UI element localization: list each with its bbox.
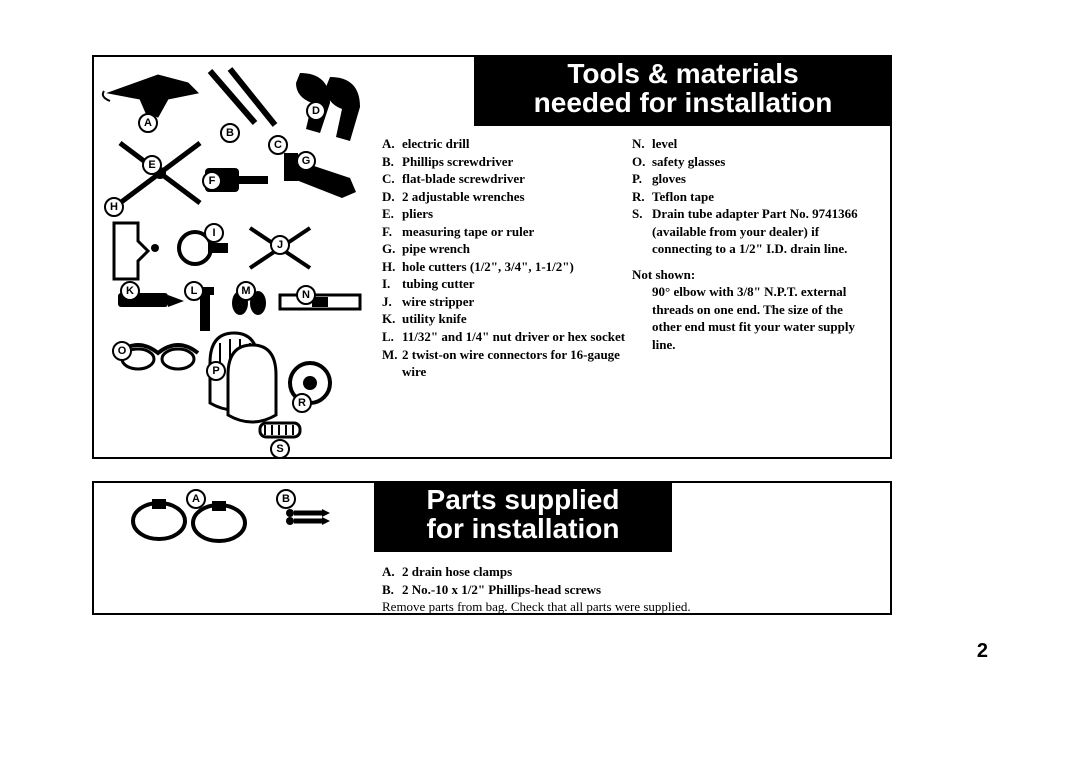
list-item-label: O. xyxy=(632,153,652,171)
list-item: K.utility knife xyxy=(382,310,632,328)
list-item: B.2 No.-10 x 1/2" Phillips-head screws xyxy=(382,581,862,599)
list-item-label: N. xyxy=(632,135,652,153)
tools-header-line1: Tools & materials xyxy=(567,58,798,89)
list-item: M.2 twist-on wire connectors for 16-gaug… xyxy=(382,346,632,381)
list-item: H.hole cutters (1/2", 3/4", 1-1/2") xyxy=(382,258,632,276)
label-P: P xyxy=(206,361,226,381)
list-item-label: I. xyxy=(382,275,402,293)
list-item-text: 2 drain hose clamps xyxy=(402,563,862,581)
list-item-label: A. xyxy=(382,135,402,153)
list-item-label: K. xyxy=(382,310,402,328)
list-item-text: Teflon tape xyxy=(652,188,872,206)
label-D: D xyxy=(306,101,326,121)
list-item-text: 11/32" and 1/4" nut driver or hex socket xyxy=(402,328,632,346)
page-content: Tools & materials needed for installatio… xyxy=(92,55,892,637)
list-item: D.2 adjustable wrenches xyxy=(382,188,632,206)
tools-list-col1: A.electric drillB.Phillips screwdriverC.… xyxy=(382,135,632,381)
tools-list-area: A.electric drillB.Phillips screwdriverC.… xyxy=(382,135,882,381)
list-item-label: D. xyxy=(382,188,402,206)
list-item-text: electric drill xyxy=(402,135,632,153)
list-item: C.flat-blade screwdriver xyxy=(382,170,632,188)
list-item-label: C. xyxy=(382,170,402,188)
list-item-text: utility knife xyxy=(402,310,632,328)
list-item-label: J. xyxy=(382,293,402,311)
label-B: B xyxy=(220,123,240,143)
list-item-text: 2 twist-on wire connectors for 16-gauge … xyxy=(402,346,632,381)
list-item: G.pipe wrench xyxy=(382,240,632,258)
list-item-label: B. xyxy=(382,153,402,171)
list-item: S.Drain tube adapter Part No. 9741366 (a… xyxy=(632,205,872,258)
list-item-label: H. xyxy=(382,258,402,276)
label-E: E xyxy=(142,155,162,175)
label-S: S xyxy=(270,439,290,459)
list-item-text: wire stripper xyxy=(402,293,632,311)
list-item-label: G. xyxy=(382,240,402,258)
label-R: R xyxy=(292,393,312,413)
parts-list-area: A.2 drain hose clampsB.2 No.-10 x 1/2" P… xyxy=(382,563,862,616)
list-item-label: R. xyxy=(632,188,652,206)
list-item-text: safety glasses xyxy=(652,153,872,171)
list-item-text: pipe wrench xyxy=(402,240,632,258)
list-item: R.Teflon tape xyxy=(632,188,872,206)
list-item-text: tubing cutter xyxy=(402,275,632,293)
list-item-text: gloves xyxy=(652,170,872,188)
tools-header: Tools & materials needed for installatio… xyxy=(474,55,892,126)
label-L: L xyxy=(184,281,204,301)
list-item-text: Phillips screwdriver xyxy=(402,153,632,171)
list-item-label: E. xyxy=(382,205,402,223)
not-shown-text: 90° elbow with 3/8" N.P.T. external thre… xyxy=(632,283,872,353)
list-item-label: F. xyxy=(382,223,402,241)
list-item: L.11/32" and 1/4" nut driver or hex sock… xyxy=(382,328,632,346)
list-item: O.safety glasses xyxy=(632,153,872,171)
list-item-label: S. xyxy=(632,205,652,258)
list-item: J.wire stripper xyxy=(382,293,632,311)
parts-header-line1: Parts supplied xyxy=(427,484,620,515)
parts-illustration: A B xyxy=(124,491,344,551)
tools-illustration: A B C D E F G H I J K L M N O P R S xyxy=(100,63,370,451)
label-J: J xyxy=(270,235,290,255)
list-item-text: pliers xyxy=(402,205,632,223)
list-item: I.tubing cutter xyxy=(382,275,632,293)
list-item: N.level xyxy=(632,135,872,153)
list-item-text: 2 adjustable wrenches xyxy=(402,188,632,206)
label-C: C xyxy=(268,135,288,155)
label-I: I xyxy=(204,223,224,243)
parts-header: Parts supplied for installation xyxy=(374,481,672,552)
list-item-label: L. xyxy=(382,328,402,346)
list-item: F.measuring tape or ruler xyxy=(382,223,632,241)
label-M: M xyxy=(236,281,256,301)
list-item-text: 2 No.-10 x 1/2" Phillips-head screws xyxy=(402,581,862,599)
parts-note: Remove parts from bag. Check that all pa… xyxy=(382,598,862,616)
list-item-text: measuring tape or ruler xyxy=(402,223,632,241)
list-item: P.gloves xyxy=(632,170,872,188)
label-H: H xyxy=(104,197,124,217)
label-A: A xyxy=(138,113,158,133)
list-item-label: P. xyxy=(632,170,652,188)
tools-materials-panel: Tools & materials needed for installatio… xyxy=(92,55,892,459)
not-shown-header: Not shown: xyxy=(632,266,872,284)
list-item-text: level xyxy=(652,135,872,153)
label-F: F xyxy=(202,171,222,191)
list-item-text: flat-blade screwdriver xyxy=(402,170,632,188)
tools-list-col2: N.levelO.safety glassesP.glovesR.Teflon … xyxy=(632,135,872,381)
parts-header-line2: for installation xyxy=(427,513,620,544)
list-item-text: hole cutters (1/2", 3/4", 1-1/2") xyxy=(402,258,632,276)
list-item: B.Phillips screwdriver xyxy=(382,153,632,171)
label-O: O xyxy=(112,341,132,361)
parts-label-B: B xyxy=(276,489,296,509)
list-item: E.pliers xyxy=(382,205,632,223)
label-G: G xyxy=(296,151,316,171)
page-number: 2 xyxy=(977,640,988,663)
tools-header-line2: needed for installation xyxy=(534,87,833,118)
list-item-label: M. xyxy=(382,346,402,381)
list-item-label: B. xyxy=(382,581,402,599)
parts-supplied-panel: Parts supplied for installation A B A.2 … xyxy=(92,481,892,615)
list-item: A.electric drill xyxy=(382,135,632,153)
list-item: A.2 drain hose clamps xyxy=(382,563,862,581)
parts-label-A: A xyxy=(186,489,206,509)
list-item-text: Drain tube adapter Part No. 9741366 (ava… xyxy=(652,205,872,258)
label-K: K xyxy=(120,281,140,301)
label-N: N xyxy=(296,285,316,305)
list-item-label: A. xyxy=(382,563,402,581)
